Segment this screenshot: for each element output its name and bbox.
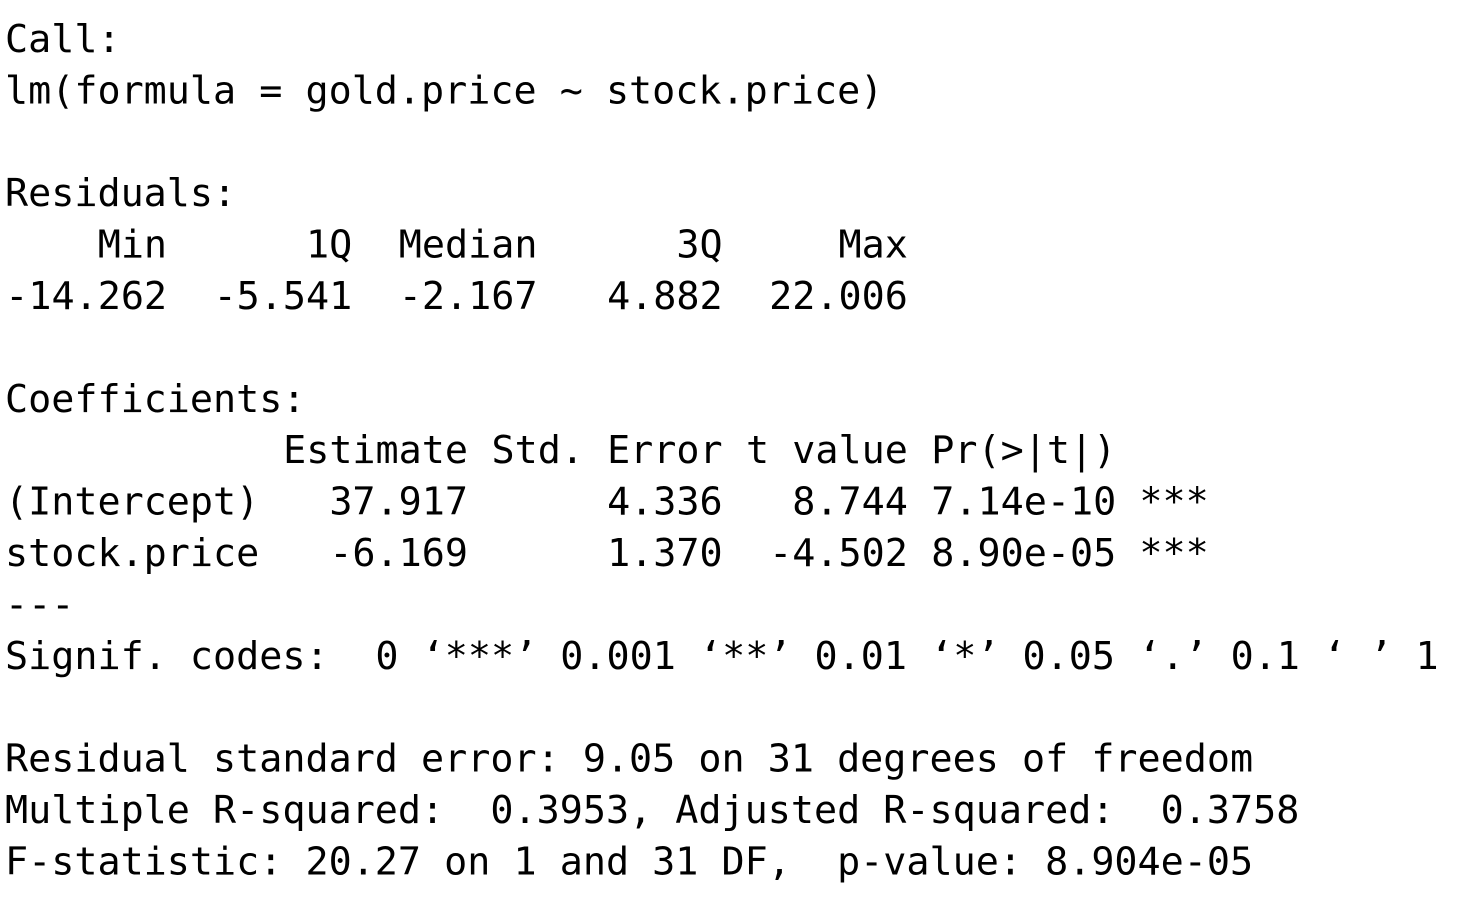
- call-formula: lm(formula = gold.price ~ stock.price): [5, 68, 883, 113]
- coef-cell: 1.370: [607, 531, 723, 576]
- coef-cell: -6.169: [329, 531, 468, 576]
- summary-line: Residual standard error: 9.05 on 31 degr…: [5, 737, 1253, 782]
- residual-value: 22.006: [769, 274, 908, 319]
- coef-signif: ***: [1139, 531, 1208, 576]
- coef-cell: -4.502: [769, 531, 908, 576]
- coef-cell: 8.90e-05: [931, 531, 1116, 576]
- signif-codes: 0 ‘***’ 0.001 ‘**’ 0.01 ‘*’ 0.05 ‘.’ 0.1…: [375, 634, 1438, 679]
- residual-value: -5.541: [214, 274, 353, 319]
- coef-header: t value: [746, 428, 908, 473]
- coef-header: Estimate: [283, 428, 468, 473]
- residual-header: Median: [399, 223, 538, 268]
- residual-header: Max: [839, 223, 908, 268]
- residual-header: 1Q: [306, 223, 352, 268]
- coef-cell: 7.14e-10: [931, 480, 1116, 525]
- coef-signif: ***: [1139, 480, 1208, 525]
- signif-label: Signif. codes:: [5, 634, 329, 679]
- coef-header: Std. Error: [492, 428, 723, 473]
- summary-line: Multiple R-squared: 0.3953, Adjusted R-s…: [5, 788, 1299, 833]
- coefficients-label: Coefficients:: [5, 377, 305, 422]
- separator: ---: [5, 582, 74, 627]
- coef-name: (Intercept): [5, 480, 259, 525]
- call-label: Call:: [5, 17, 121, 62]
- coef-cell: 4.336: [607, 480, 723, 525]
- coef-header: Pr(>|t|): [931, 428, 1116, 473]
- residual-value: 4.882: [607, 274, 723, 319]
- residual-header: Min: [98, 223, 167, 268]
- summary-line: F-statistic: 20.27 on 1 and 31 DF, p-val…: [5, 839, 1253, 884]
- residuals-label: Residuals:: [5, 171, 236, 216]
- coef-name: stock.price: [5, 531, 259, 576]
- residual-header: 3Q: [676, 223, 722, 268]
- residual-value: -14.262: [5, 274, 167, 319]
- residual-value: -2.167: [399, 274, 538, 319]
- coef-cell: 37.917: [329, 480, 468, 525]
- coef-cell: 8.744: [792, 480, 908, 525]
